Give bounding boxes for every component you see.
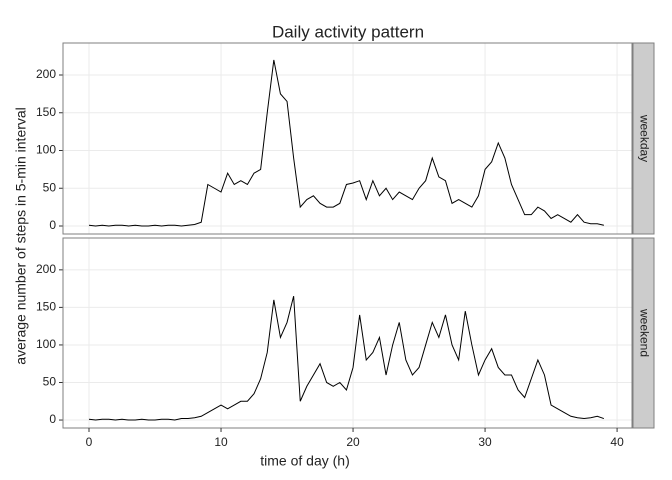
- y-tick-label: 150: [36, 300, 56, 314]
- chart-title: Daily activity pattern: [272, 22, 424, 41]
- panel-background: [63, 43, 632, 234]
- y-tick-label: 200: [36, 262, 56, 276]
- panel-border: [62, 237, 633, 429]
- strip: [632, 42, 655, 235]
- y-tick-label: 50: [43, 375, 57, 389]
- y-tick-label: 150: [36, 105, 56, 119]
- x-tick-label: 20: [346, 435, 360, 449]
- panel-background: [63, 238, 632, 428]
- y-tick-label: 0: [49, 218, 56, 232]
- y-tick-label: 0: [49, 412, 56, 426]
- strip-label: weekday: [637, 114, 651, 162]
- panel-border: [62, 42, 633, 235]
- strip-label: weekend: [637, 308, 651, 357]
- x-tick-label: 40: [610, 435, 624, 449]
- activity-line: [88, 59, 604, 227]
- y-axis-label: average number of steps in 5-min interva…: [13, 107, 29, 365]
- y-tick-label: 200: [36, 67, 56, 81]
- y-tick-label: 50: [43, 180, 57, 194]
- x-tick-label: 30: [478, 435, 492, 449]
- y-tick-label: 100: [36, 143, 56, 157]
- y-tick-label: 100: [36, 337, 56, 351]
- activity-line: [88, 296, 605, 421]
- x-tick-label: 10: [214, 435, 228, 449]
- x-tick-label: 0: [86, 435, 93, 449]
- strip: [632, 237, 655, 429]
- x-axis-label: time of day (h): [260, 453, 349, 469]
